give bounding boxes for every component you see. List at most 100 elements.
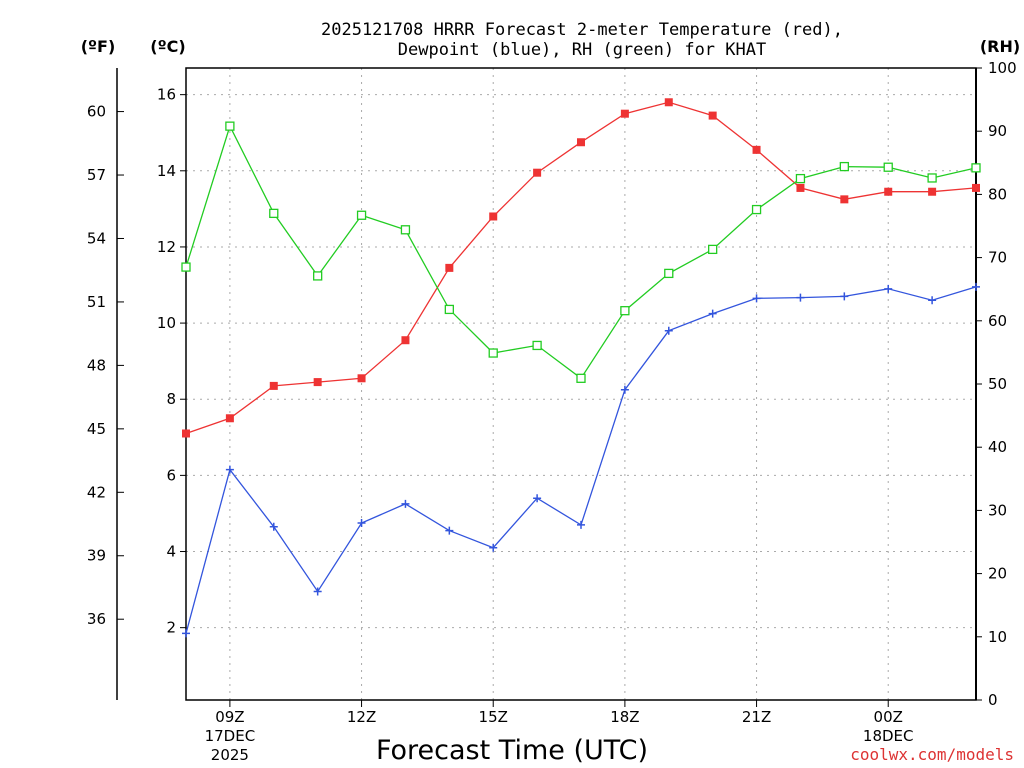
series xyxy=(181,98,981,638)
rh-point xyxy=(971,163,981,173)
x-tick-label: 18Z xyxy=(610,708,639,726)
celsius-tick-label: 12 xyxy=(157,238,176,256)
rh-point xyxy=(708,244,718,255)
credit-text: coolwx.com/models xyxy=(850,745,1014,764)
dewpoint-point xyxy=(577,520,585,529)
rh-point xyxy=(356,210,367,220)
dewpoint-point xyxy=(972,282,980,291)
fahrenheit-tick-label: 51 xyxy=(87,293,106,311)
temperature-point xyxy=(664,98,673,107)
temperature-point xyxy=(182,429,190,438)
dewpoint-point xyxy=(664,326,673,335)
rh-point xyxy=(751,204,762,215)
x-tick-label: 12Z xyxy=(347,708,376,726)
celsius-unit-label: (ºC) xyxy=(150,37,185,56)
x-tick-label: 17DEC xyxy=(205,727,256,745)
x-axis-label: Forecast Time (UTC) xyxy=(376,735,648,766)
dewpoint-point xyxy=(708,309,717,318)
fahrenheit-tick-label: 36 xyxy=(87,610,106,628)
temperature-point xyxy=(401,336,410,345)
dewpoint-point xyxy=(225,465,234,474)
fahrenheit-tick-label: 42 xyxy=(87,483,106,501)
x-tick-label: 21Z xyxy=(742,708,771,726)
fahrenheit-tick-label: 54 xyxy=(87,229,106,247)
temperature-point xyxy=(445,263,454,272)
fahrenheit-tick-label: 48 xyxy=(87,356,106,374)
temperature-point xyxy=(489,212,498,221)
temperature-point xyxy=(357,374,366,383)
fahrenheit-tick-label: 57 xyxy=(87,166,106,184)
dewpoint-point xyxy=(533,494,542,503)
temperature-point xyxy=(620,109,629,118)
fahrenheit-tick-label: 60 xyxy=(87,103,106,121)
rh-point xyxy=(576,373,586,383)
dewpoint-point xyxy=(840,292,849,301)
temperature-point xyxy=(313,378,322,387)
dewpoint-point xyxy=(489,543,498,552)
celsius-tick-label: 16 xyxy=(157,86,176,104)
rh-tick-label: 70 xyxy=(988,249,1007,267)
x-tick-label: 2025 xyxy=(211,746,249,764)
temperature-point xyxy=(884,187,893,196)
dewpoint-point xyxy=(884,284,893,293)
dewpoint-point xyxy=(357,518,366,527)
rh-point xyxy=(269,208,279,219)
chart-title-line-2: Dewpoint (blue), RH (green) for KHAT xyxy=(398,40,766,60)
dewpoint-point xyxy=(752,294,761,303)
dewpoint-point xyxy=(928,296,937,305)
dewpoint-point xyxy=(401,499,410,508)
rh-tick-label: 90 xyxy=(988,122,1007,140)
rh-point xyxy=(883,162,893,172)
rh-point xyxy=(795,173,806,184)
fahrenheit-unit-label: (ºF) xyxy=(81,37,116,56)
celsius-tick-label: 14 xyxy=(157,162,176,180)
x-tick-label: 00Z xyxy=(874,708,903,726)
rh-tick-label: 60 xyxy=(988,312,1007,330)
dewpoint-point xyxy=(445,526,454,535)
rh-point xyxy=(444,304,454,315)
fahrenheit-tick-label: 39 xyxy=(87,547,106,565)
dewpoint-point xyxy=(313,587,322,596)
rh-point xyxy=(927,173,937,183)
rh-tick-label: 30 xyxy=(988,501,1007,519)
celsius-tick-label: 4 xyxy=(166,543,176,561)
x-tick-label: 15Z xyxy=(479,708,508,726)
temperature-point xyxy=(225,414,234,423)
rh-tick-label: 50 xyxy=(988,375,1007,393)
chart-title-line-1: 2025121708 HRRR Forecast 2-meter Tempera… xyxy=(321,20,843,40)
rh-point xyxy=(532,340,542,351)
temperature-point xyxy=(577,138,585,147)
rh-point xyxy=(313,271,323,281)
rh-tick-label: 40 xyxy=(988,438,1007,456)
temperature-point xyxy=(796,183,805,192)
temperature-line xyxy=(185,101,977,435)
temperature-point xyxy=(533,168,542,177)
temperature-point xyxy=(972,183,980,192)
x-tick-label: 09Z xyxy=(215,708,244,726)
rh-point xyxy=(400,225,411,235)
rh-point xyxy=(181,262,191,272)
rh-point xyxy=(488,348,498,358)
rh-point xyxy=(664,268,674,279)
rh-unit-label: (RH) xyxy=(980,37,1020,56)
axes: 2 4 6 8 10 12 14 16 36 39 42 45 48 51 54 57 60 0 10 20 30 40 5… xyxy=(87,59,1017,764)
dewpoint-point xyxy=(269,522,278,531)
rh-point xyxy=(225,121,235,131)
celsius-tick-label: 8 xyxy=(166,390,176,408)
rh-tick-label: 100 xyxy=(988,59,1017,77)
dewpoint-point xyxy=(620,385,629,394)
temperature-point xyxy=(840,195,849,204)
fahrenheit-tick-label: 45 xyxy=(87,420,106,438)
temperature-point xyxy=(928,187,937,196)
rh-line xyxy=(185,124,977,380)
celsius-tick-label: 2 xyxy=(166,619,176,637)
temperature-point xyxy=(269,381,278,390)
rh-tick-label: 0 xyxy=(988,691,998,709)
temperature-point xyxy=(752,145,761,154)
rh-tick-label: 20 xyxy=(988,565,1007,583)
celsius-tick-label: 6 xyxy=(166,466,176,484)
rh-tick-label: 80 xyxy=(988,185,1007,203)
plot-frame xyxy=(185,67,977,701)
celsius-tick-label: 10 xyxy=(157,314,176,332)
